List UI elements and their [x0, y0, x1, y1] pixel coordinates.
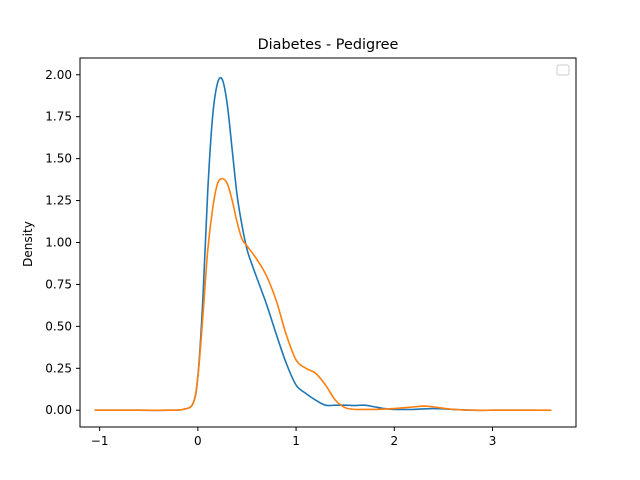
chart-title: Diabetes - Pedigree — [258, 37, 399, 53]
series-line-2 — [94, 177, 552, 412]
y-tick-label: 2.00 — [45, 68, 72, 82]
y-tick-label: 0.50 — [45, 319, 72, 333]
y-tick-label: 1.00 — [45, 236, 72, 250]
y-axis-label: Density — [21, 221, 35, 267]
plot-area — [94, 76, 552, 412]
series-line-1 — [94, 76, 537, 412]
x-tick-label: 3 — [489, 434, 497, 448]
y-tick-label: 0.75 — [45, 277, 72, 291]
x-tick-label: −1 — [91, 434, 109, 448]
x-tick-label: 2 — [390, 434, 398, 448]
legend — [556, 64, 570, 76]
legend-box — [556, 64, 570, 76]
x-tick-label: 1 — [292, 434, 300, 448]
y-tick-label: 1.50 — [45, 152, 72, 166]
y-tick-label: 0.00 — [45, 403, 72, 417]
y-tick-label: 0.25 — [45, 361, 72, 375]
axes: −1 0 1 2 3 0.00 0.25 0.50 0.75 1.00 1.25 1.50 1.75 2.… — [45, 57, 577, 448]
y-tick-label: 1.25 — [45, 194, 72, 208]
y-tick-label: 1.75 — [45, 110, 72, 124]
x-tick-label: 0 — [194, 434, 202, 448]
